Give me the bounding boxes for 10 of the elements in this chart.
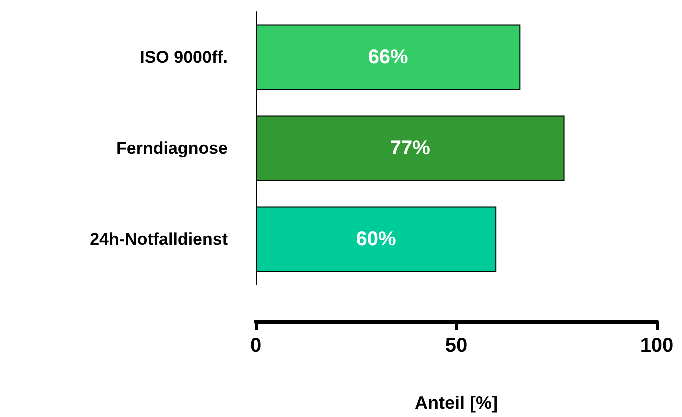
x-tick-label: 100: [640, 335, 674, 357]
x-tick-label: 0: [250, 335, 262, 357]
x-axis-title: Anteil [%]: [415, 393, 498, 413]
x-tick-label: 50: [445, 335, 468, 357]
y-tick-label: 24h-Notfalldienst: [90, 230, 228, 249]
data-label: 60%: [356, 228, 397, 250]
data-label: 66%: [368, 46, 409, 68]
data-label: 77%: [390, 138, 431, 160]
y-tick-label: Ferndiagnose: [116, 139, 228, 158]
y-tick-label: ISO 9000ff.: [140, 48, 228, 67]
